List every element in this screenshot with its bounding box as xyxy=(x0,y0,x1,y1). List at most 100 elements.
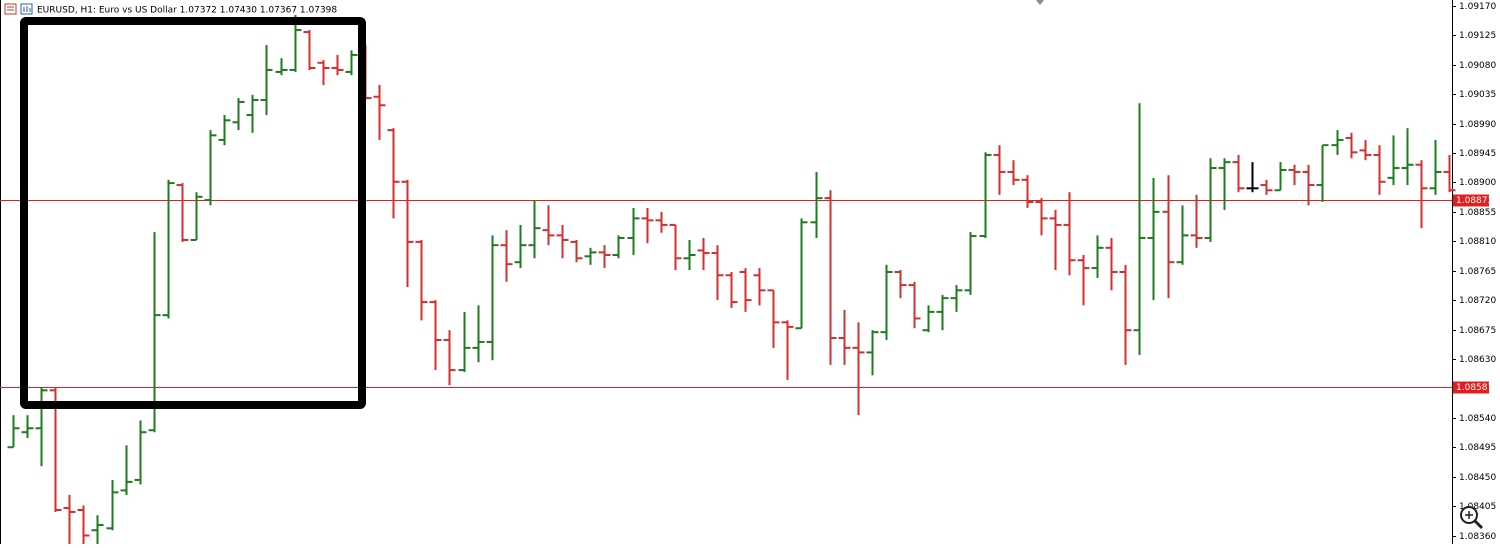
ohlc-bar xyxy=(162,179,175,319)
ohlc-bar xyxy=(443,330,456,386)
ohlc-bar xyxy=(35,387,48,467)
ohlc-bar xyxy=(1302,164,1315,206)
ohlc-bar xyxy=(598,245,611,269)
symbol-icons xyxy=(4,3,33,15)
ohlc-bar xyxy=(838,309,851,365)
ohlc-bar xyxy=(627,207,640,255)
ohlc-bar xyxy=(401,179,414,288)
y-tick-label: 1.08945 xyxy=(1459,149,1496,159)
zoom-button[interactable] xyxy=(1460,506,1484,530)
ohlc-bar xyxy=(979,152,992,238)
price-label: 1.08587 xyxy=(1456,383,1493,393)
ohlc-bar xyxy=(246,94,259,133)
ohlc-bar xyxy=(570,239,583,263)
ohlc-bar xyxy=(725,272,738,308)
ohlc-bar xyxy=(1176,205,1189,265)
y-tick-label: 1.08720 xyxy=(1459,296,1496,306)
y-tick-label: 1.08900 xyxy=(1459,178,1496,188)
ohlc-bar xyxy=(303,30,316,70)
y-tick-label: 1.09170 xyxy=(1459,2,1496,12)
ohlc-bar xyxy=(950,285,963,312)
ohlc-bar xyxy=(275,58,288,76)
ohlc-bar xyxy=(1077,255,1090,306)
y-tick-label: 1.08855 xyxy=(1459,208,1496,218)
ohlc-bar xyxy=(964,232,977,295)
ohlc-bar xyxy=(1021,175,1034,208)
price-label-layer: 1.08873 1.08587 xyxy=(1453,194,1493,394)
ohlc-bar xyxy=(852,322,865,416)
ohlc-bar xyxy=(781,320,794,380)
ohlc-bar xyxy=(120,445,133,495)
ohlc-bar xyxy=(1274,162,1287,192)
ohlc-bar xyxy=(373,85,386,140)
ohlc-bar xyxy=(204,130,217,206)
ohlc-bar xyxy=(148,232,161,433)
ohlc-bar xyxy=(1162,175,1175,299)
ohlc-bar xyxy=(345,50,358,76)
bars-layer xyxy=(7,15,1456,544)
y-tick-label: 1.08405 xyxy=(1459,502,1496,512)
ohlc-bar xyxy=(218,115,231,146)
price-label-bg xyxy=(1453,381,1489,394)
y-tick-label: 1.08450 xyxy=(1459,473,1496,483)
ohlc-bar xyxy=(1373,145,1386,195)
scroll-marker xyxy=(1036,0,1044,5)
ohlc-bar xyxy=(106,479,119,531)
ohlc-bar xyxy=(795,218,808,330)
ohlc-bar xyxy=(866,330,879,376)
ohlc-bar xyxy=(1443,154,1456,193)
ohlc-bar xyxy=(1119,264,1132,365)
ohlc-bar xyxy=(317,60,330,85)
ohlc-bar xyxy=(190,192,203,241)
ohlc-bar xyxy=(612,235,625,259)
ohlc-bar xyxy=(1359,139,1372,161)
y-tick-label: 1.08765 xyxy=(1459,267,1496,277)
price-label: 1.08873 xyxy=(1456,196,1493,206)
ohlc-bar xyxy=(1429,139,1442,195)
ohlc-bar xyxy=(387,128,400,219)
ohlc-bar xyxy=(458,311,471,373)
ohlc-bar xyxy=(824,190,837,365)
ohlc-bar xyxy=(1415,160,1428,229)
ohlc-bar xyxy=(1091,235,1104,278)
ohlc-bar xyxy=(331,54,344,76)
ohlc-bar xyxy=(1218,158,1231,210)
ohlc-bar xyxy=(1204,158,1217,242)
ohlc-bar xyxy=(472,305,485,363)
highlight-box xyxy=(20,17,366,409)
ohlc-bar xyxy=(641,207,654,244)
ohlc-bar xyxy=(922,305,935,333)
ohlc-bar xyxy=(1035,198,1048,236)
ohlc-bar xyxy=(500,230,513,282)
ohlc-bar xyxy=(260,45,273,116)
ohlc-bar xyxy=(683,239,696,271)
ohlc-bar xyxy=(908,281,921,329)
ohlc-bar xyxy=(1105,238,1118,291)
ohlc-bar xyxy=(711,245,724,301)
ohlc-bar xyxy=(1147,177,1160,301)
ohlc-bar xyxy=(1063,192,1076,276)
price-label-bg xyxy=(1453,194,1489,207)
ohlc-bar xyxy=(1260,179,1273,195)
ohlc-bar xyxy=(894,270,907,299)
ohlc-bar xyxy=(1246,162,1259,193)
ohlc-bar xyxy=(514,224,527,269)
ohlc-bar xyxy=(1387,135,1400,186)
ohlc-bar xyxy=(232,98,245,131)
y-tick-label: 1.08540 xyxy=(1459,414,1496,424)
ohlc-bar xyxy=(936,294,949,331)
ohlc-bar xyxy=(584,247,597,265)
y-tick-label: 1.09125 xyxy=(1459,31,1496,41)
icon-menu[interactable] xyxy=(4,3,17,15)
ohlc-bar xyxy=(429,300,442,371)
ohlc-bar xyxy=(542,205,555,246)
ohlc-bar xyxy=(63,494,76,544)
ohlc-bar xyxy=(134,420,147,485)
ohlc-bar xyxy=(697,238,710,271)
ohlc-bar xyxy=(655,211,668,233)
ohlc-bar xyxy=(1007,160,1020,186)
y-tick-label: 1.08495 xyxy=(1459,443,1496,453)
ohlc-bar xyxy=(1316,144,1329,203)
ohlc-bar xyxy=(1345,132,1358,159)
